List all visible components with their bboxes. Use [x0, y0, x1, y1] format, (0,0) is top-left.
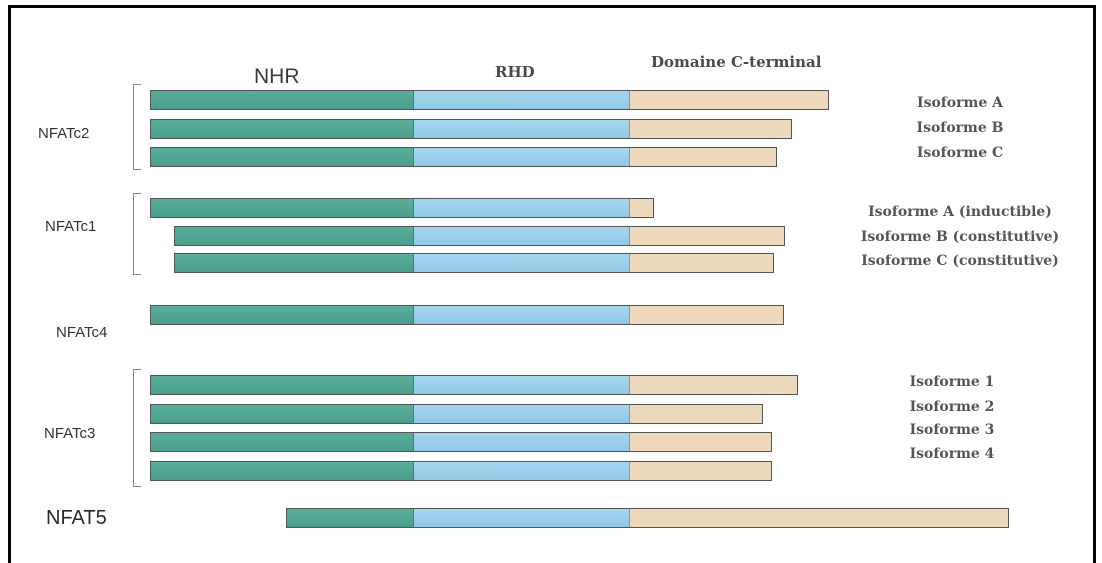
rhd-domain [414, 254, 630, 272]
isoform-label-nfatc2-c: Isoforme C [916, 145, 1004, 161]
nhr-domain [151, 91, 414, 109]
isoform-label-nfatc1-c: Isoforme C (constitutive) [861, 253, 1059, 269]
nhr-domain [175, 227, 414, 245]
isoform-label-nfatc1-b: Isoforme B (constitutive) [860, 229, 1060, 245]
protein-bar-nfatc1-isoforme-b [174, 226, 785, 246]
protein-bar-nfatc3-isoforme-2 [150, 404, 763, 424]
isoform-label-nfatc1-a: Isoforme A (inductible) [868, 204, 1052, 220]
nhr-domain [151, 148, 414, 166]
group-label-nfat5: NFAT5 [46, 507, 107, 529]
rhd-domain [414, 120, 630, 138]
rhd-domain [414, 462, 630, 480]
rhd-domain [414, 405, 630, 423]
rhd-domain [414, 433, 630, 451]
header-nhr: NHR [254, 65, 300, 88]
group-label-nfatc2: NFATc2 [38, 125, 90, 142]
nhr-domain [287, 509, 414, 527]
protein-bar-nfatc2-isoforme-c [150, 147, 777, 167]
figure-frame [8, 5, 1096, 563]
cterminal-domain [630, 509, 1008, 527]
cterminal-domain [630, 462, 771, 480]
cterminal-domain [630, 433, 771, 451]
isoform-label-nfatc2-a: Isoforme A [917, 95, 1003, 111]
rhd-domain [414, 148, 630, 166]
protein-bar-nfatc1-isoforme-a [150, 198, 654, 218]
protein-bar-nfatc1-isoforme-c [174, 253, 774, 273]
nhr-domain [151, 405, 414, 423]
protein-bar-nfatc3-isoforme-1 [150, 375, 798, 395]
nhr-domain [151, 306, 414, 324]
nhr-domain [151, 120, 414, 138]
protein-bar-nfat5 [286, 508, 1009, 528]
rhd-domain [414, 91, 630, 109]
cterminal-domain [630, 148, 776, 166]
group-label-nfatc4: NFATc4 [56, 324, 108, 341]
bracket-nfatc3 [133, 369, 141, 487]
rhd-domain [414, 199, 630, 217]
protein-bar-nfatc2-isoforme-b [150, 119, 792, 139]
cterminal-domain [630, 376, 797, 394]
isoform-label-nfatc3-3: Isoforme 3 [909, 422, 995, 438]
header-cterminal: Domaine C-terminal [651, 53, 822, 71]
cterminal-domain [630, 227, 784, 245]
cterminal-domain [630, 91, 828, 109]
protein-bar-nfatc3-isoforme-4 [150, 461, 772, 481]
isoform-label-nfatc3-4: Isoforme 4 [909, 446, 995, 462]
nhr-domain [151, 462, 414, 480]
group-label-nfatc3: NFATc3 [44, 425, 96, 442]
protein-bar-nfatc3-isoforme-3 [150, 432, 772, 452]
cterminal-domain [630, 199, 653, 217]
nhr-domain [151, 376, 414, 394]
isoform-label-nfatc3-2: Isoforme 2 [909, 399, 995, 415]
rhd-domain [414, 306, 630, 324]
rhd-domain [414, 376, 630, 394]
cterminal-domain [630, 120, 791, 138]
cterminal-domain [630, 254, 773, 272]
group-label-nfatc1: NFATc1 [45, 218, 97, 235]
cterminal-domain [630, 306, 783, 324]
protein-bar-nfatc4 [150, 305, 784, 325]
bracket-nfatc2 [133, 84, 141, 170]
nhr-domain [175, 254, 414, 272]
rhd-domain [414, 227, 630, 245]
bracket-nfatc1 [133, 193, 141, 275]
header-rhd: RHD [495, 63, 535, 81]
isoform-label-nfatc3-1: Isoforme 1 [909, 374, 995, 390]
isoform-label-nfatc2-b: Isoforme B [916, 120, 1004, 136]
nhr-domain [151, 199, 414, 217]
protein-bar-nfatc2-isoforme-a [150, 90, 829, 110]
cterminal-domain [630, 405, 762, 423]
rhd-domain [414, 509, 630, 527]
nhr-domain [151, 433, 414, 451]
